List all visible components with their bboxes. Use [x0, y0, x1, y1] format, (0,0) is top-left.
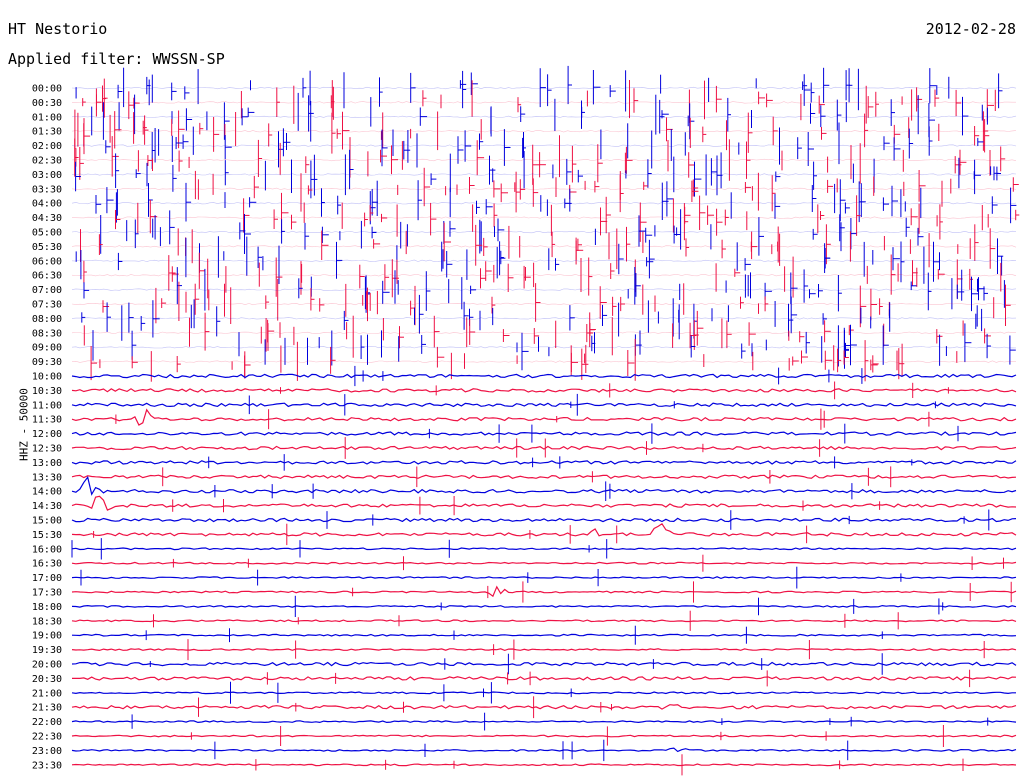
trace-line: [71, 576, 1017, 580]
row-label: 09:00: [32, 343, 62, 354]
row-label: 16:30: [32, 559, 62, 570]
row-label: 05:30: [32, 242, 62, 253]
trace-line: [71, 474, 1017, 480]
row-label: 07:00: [32, 285, 62, 296]
row-label: 03:30: [32, 184, 62, 195]
row-label: 19:00: [32, 631, 62, 642]
row-label: 18:00: [32, 602, 62, 613]
row-label: 08:30: [32, 328, 62, 339]
row-label: 00:30: [32, 98, 62, 109]
row-label: 19:30: [32, 645, 62, 656]
trace-line: [71, 402, 1017, 408]
row-label: 11:00: [32, 400, 62, 411]
row-label: 10:00: [32, 372, 62, 383]
row-label: 10:30: [32, 386, 62, 397]
trace-line: [71, 317, 1017, 320]
trace-line: [71, 661, 1017, 667]
row-label: 22:00: [32, 717, 62, 728]
row-label: 11:30: [32, 415, 62, 426]
trace-line: [71, 144, 1017, 147]
trace-line: [71, 648, 1017, 652]
station-title: HT Nestorio: [8, 20, 108, 38]
row-label: 20:00: [32, 660, 62, 671]
trace-line: [71, 747, 1017, 753]
row-label: 04:00: [32, 199, 62, 210]
trace-line: [71, 431, 1017, 436]
trace-line: [72, 676, 1017, 681]
row-label: 15:30: [32, 530, 62, 541]
row-label: 16:00: [32, 544, 62, 555]
date-label: 2012-02-28: [925, 20, 1016, 38]
trace-line: [71, 547, 1017, 551]
trace-line: [71, 604, 1017, 608]
trace-line: [71, 202, 1017, 205]
row-label: 02:30: [32, 156, 62, 167]
row-label: 05:00: [32, 228, 62, 239]
row-label: 14:30: [32, 501, 62, 512]
trace-line: [71, 734, 1017, 738]
trace-line: [71, 346, 1017, 349]
row-label: 12:30: [32, 444, 62, 455]
trace-line: [71, 274, 1017, 277]
row-label: 14:00: [32, 487, 62, 498]
trace-line: [71, 763, 1017, 767]
row-label: 07:30: [32, 300, 62, 311]
trace-line: [71, 130, 1017, 133]
row-label: 08:00: [32, 314, 62, 325]
trace-line: [71, 633, 1017, 637]
trace-line: [71, 373, 1017, 379]
trace-line: [71, 230, 1017, 234]
row-label: 03:00: [32, 170, 62, 181]
trace-line: [71, 259, 1017, 262]
trace-line: [71, 216, 1017, 219]
row-label: 20:30: [32, 674, 62, 685]
trace-line: [71, 173, 1017, 176]
row-label: 13:30: [32, 472, 62, 483]
row-label: 21:30: [32, 703, 62, 714]
row-label: 15:00: [32, 516, 62, 527]
trace-line: [71, 720, 1017, 724]
row-label: 17:30: [32, 588, 62, 599]
trace-line: [71, 460, 1017, 465]
trace-line: [71, 619, 1017, 623]
trace-line: [71, 691, 1016, 695]
trace-line: [71, 585, 1017, 598]
trace-line: [71, 158, 1017, 162]
row-label: 23:30: [32, 760, 62, 771]
row-label: 09:30: [32, 357, 62, 368]
trace-line: [71, 302, 1017, 306]
row-label: 21:00: [32, 688, 62, 699]
row-label: 12:00: [32, 429, 62, 440]
trace-line: [71, 101, 1016, 104]
row-label: 23:00: [32, 746, 62, 757]
trace-line: [71, 495, 1017, 511]
trace-line: [71, 475, 1017, 496]
row-label: 22:30: [32, 732, 62, 743]
row-label: 01:30: [32, 127, 62, 138]
trace-line: [71, 331, 1017, 334]
trace-line: [71, 115, 1017, 118]
row-label: 06:30: [32, 271, 62, 282]
trace-line: [71, 360, 1017, 363]
trace-line: [71, 245, 1017, 248]
trace-line: [71, 704, 1017, 710]
trace-line: [71, 288, 1017, 291]
row-label: 18:30: [32, 616, 62, 627]
trace-line: [71, 408, 1017, 426]
trace-line: [71, 445, 1017, 451]
trace-line: [71, 388, 1017, 393]
row-label: 00:00: [32, 84, 62, 95]
trace-line: [71, 522, 1017, 537]
trace-line: [71, 561, 1017, 565]
trace-line: [71, 517, 1017, 523]
row-label: 04:30: [32, 213, 62, 224]
row-label: 06:00: [32, 256, 62, 267]
row-label: 02:00: [32, 141, 62, 152]
row-label: 01:00: [32, 112, 62, 123]
filter-label: Applied filter: WWSSN-SP: [8, 50, 225, 68]
row-label: 13:00: [32, 458, 62, 469]
row-label: 17:00: [32, 573, 62, 584]
